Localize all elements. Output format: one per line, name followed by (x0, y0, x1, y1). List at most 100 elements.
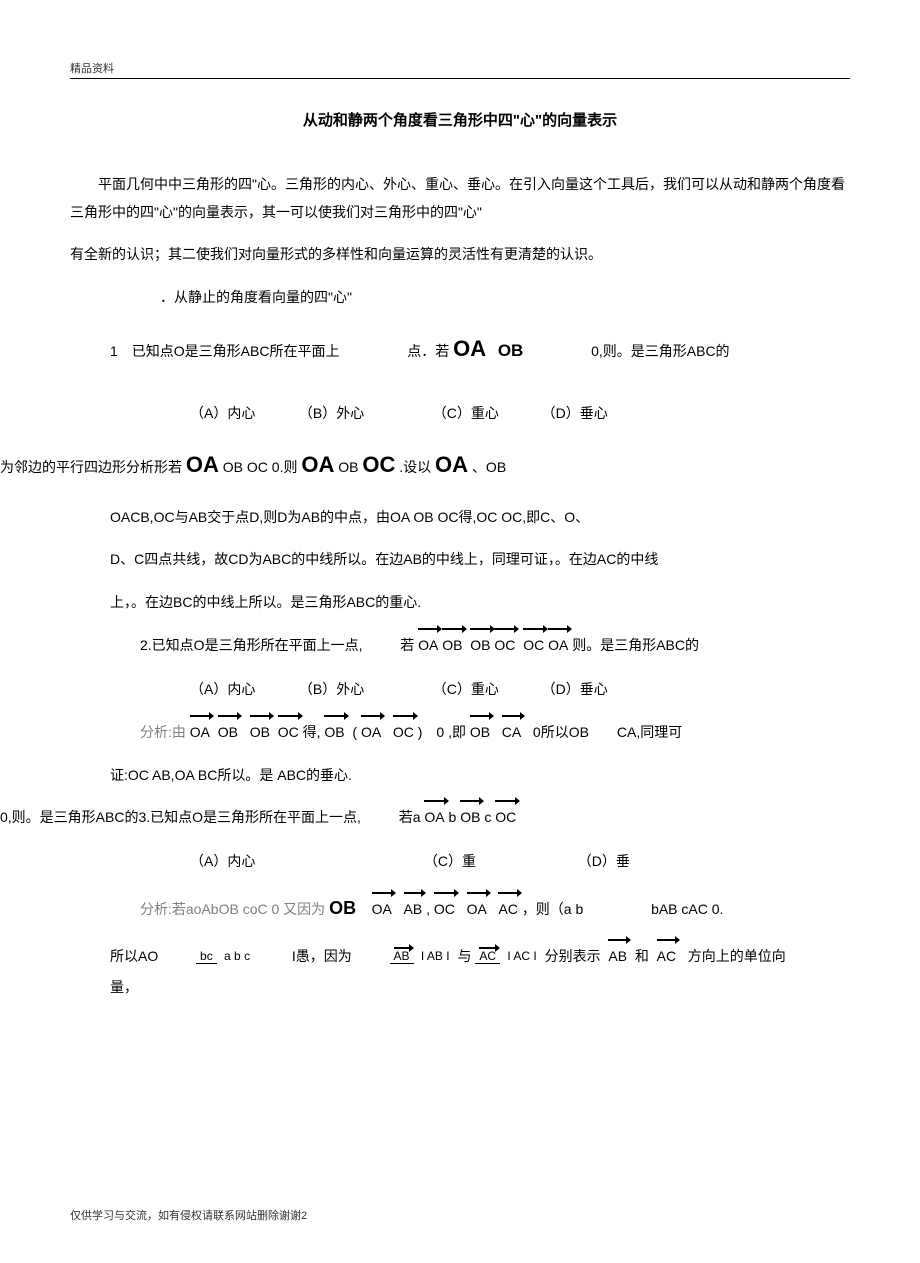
q3-analysis-l2: 所以AO bc a b c I愚，因为 AB I AB I 与 AC I AC … (110, 941, 810, 1003)
q1-opt-c: （C）重心 (433, 403, 538, 423)
q2-ana-v3: OB (250, 717, 270, 748)
q2-ana-mid3: ) 0 ,即 (418, 724, 466, 740)
q3-stem-b2: b (449, 809, 457, 825)
q1-stem-c: 0,则。是三角形ABC的 (591, 343, 729, 359)
q3-opt-d: （D）垂 (578, 851, 678, 871)
document-title: 从动和静两个角度看三角形中四"心"的向量表示 (70, 109, 850, 130)
q2-ana-v2: OB (218, 717, 238, 748)
q1-opt-d: （D）垂心 (542, 403, 647, 423)
q3-l2-e: 和 (635, 948, 649, 964)
q2-ana-label: 分析:由 (140, 724, 186, 740)
q1-ana-oc: OC (362, 452, 395, 477)
q1-analysis-l4: 上，。在边BC的中线上所以。是三角形ABC的重心. (110, 587, 810, 618)
q1-analysis-l3: D、C四点共线，故CD为ABC的中线所以。在边AB的中线上，同理可证，。在边AC… (110, 544, 810, 575)
q3-ana-d: bAB cAC 0. (651, 901, 723, 917)
q1-stem-a: 1 已知点O是三角形ABC所在平面上 (110, 343, 339, 359)
q3-frac2-num: AB (394, 949, 410, 965)
q3-options: （A）内心 （C）重 （D）垂 (190, 851, 850, 871)
q2-vec-oa: OA (418, 630, 438, 661)
q1-analysis-l2: OACB,OC与AB交于点D,则D为AB的中点，由OA OB OC得,OC OC… (110, 502, 810, 533)
q3-stem: 0,则。是三角形ABC的3.已知点O是三角形所在平面上一点, 若a OA b O… (0, 802, 810, 833)
q3-frac-1: bc a b c (196, 949, 254, 965)
q3-l2-vab: AB (608, 941, 627, 972)
q2-analysis-l1: 分析:由 OA OB OB OC 得, OB ( OA OC ) 0 ,即 OB… (140, 717, 810, 748)
q2-opt-d: （D）垂心 (542, 679, 647, 699)
q1-ana-oa2: OA (301, 452, 334, 477)
q3-ana-v-oa: OA (372, 894, 392, 925)
q2-ana-v6: OA (361, 717, 381, 748)
q2-ana-tail: 0所以OB CA,同理可 (533, 724, 682, 740)
q2-opt-a: （A）内心 (190, 679, 295, 699)
q3-vec-ob: OB (460, 802, 480, 833)
q3-l2-b: I愚，因为 (292, 948, 352, 964)
q3-frac-1-den: a b c (220, 949, 254, 963)
q3-vec-oa: OA (424, 802, 444, 833)
footer-note: 仅供学习与交流，如有侵权请联系网站删除谢谢2 (70, 1207, 307, 1223)
q2-vec-ob1: OB (442, 630, 462, 661)
q3-frac-1-num: bc (196, 949, 217, 964)
q2-vec-oa2: OA (548, 630, 568, 661)
q1-ana-l1e: 、OB (472, 459, 506, 475)
q3-stem-b: 若a (399, 809, 421, 825)
q1-stem: 1 已知点O是三角形ABC所在平面上 点．若 OA OB 0,则。是三角形ABC… (110, 325, 810, 373)
q2-vec-oc1: OC (494, 630, 515, 661)
q2-stem: 2.已知点O是三角形所在平面上一点, 若 OA OB OB OC OC OA 则… (140, 630, 810, 661)
q3-opt-c: （C）重 (424, 851, 574, 871)
q1-ana-l1c: OB (338, 459, 358, 475)
q3-frac3-num: AC (479, 949, 496, 965)
q3-frac-3: AC I AC I (475, 949, 540, 965)
q1-options: （A）内心 （B）外心 （C）重心 （D）垂心 (190, 403, 850, 423)
q3-analysis-l1: 分析:若aoAbOB coC 0 又因为 OB OA AB , OC OA AC… (140, 889, 810, 929)
q3-hang: 0,则。是三角形ABC的3.已知点O是三角形所在平面上一点, (0, 809, 361, 825)
q1-vec-oa: OA (453, 336, 486, 361)
intro-paragraph-1: 平面几何中中三角形的四"心。三角形的内心、外心、重心、垂心。在引入向量这个工具后… (70, 170, 850, 226)
q1-stem-b: 点．若 (407, 343, 449, 359)
q3-frac3-den: I AC I (503, 949, 540, 963)
q2-ana-v5: OB (324, 717, 344, 748)
q1-ana-oa3: OA (435, 452, 468, 477)
q3-ana-v-ab: AB (404, 894, 423, 925)
q2-ana-v1: OA (190, 717, 210, 748)
q1-ana-l1d: .设以 (399, 459, 431, 475)
q2-ana-v4: OC (278, 717, 299, 748)
q3-l2-c: 与 (457, 948, 471, 964)
q3-stem-b3: c (484, 809, 491, 825)
q3-l2-a: 所以AO (110, 948, 158, 964)
q2-ana-mid2: ( (352, 724, 361, 740)
header-tag: 精品资料 (70, 60, 850, 79)
q3-frac2-den: I AB I (417, 949, 454, 963)
q1-ana-hang: 为邻边的平行四边形分析形若 (0, 459, 182, 475)
intro-paragraph-2: 有全新的认识；其二使我们对向量形式的多样性和向量运算的灵活性有更清楚的认识。 (70, 240, 850, 268)
q3-ana-v-oc: OC (434, 894, 455, 925)
q1-ana-l1b: OB OC 0.则 (223, 459, 298, 475)
q1-vec-ob: OB (498, 341, 524, 360)
q2-opt-c: （C）重心 (433, 679, 538, 699)
q3-ana-c: ，则（a b (522, 901, 583, 917)
q2-ana-v7: OC (393, 717, 414, 748)
q2-options: （A）内心 （B）外心 （C）重心 （D）垂心 (190, 679, 850, 699)
q3-l2-d: 分别表示 (545, 948, 601, 964)
q1-opt-a: （A）内心 (190, 403, 295, 423)
q3-l2-vac: AC (657, 941, 676, 972)
q2-opt-b: （B）外心 (299, 679, 429, 699)
q2-analysis-l2: 证:OC AB,OA BC所以。是 ABC的垂心. (110, 760, 810, 791)
q2-ana-v9: CA (502, 717, 521, 748)
q2-stem-a: 2.已知点O是三角形所在平面上一点, (140, 637, 362, 653)
q2-vec-oc2: OC (523, 630, 544, 661)
q3-ana-a: 分析:若aoAbOB coC 0 又因为 (140, 901, 325, 917)
q3-frac-2: AB I AB I (390, 949, 454, 965)
q3-vec-oc: OC (495, 802, 516, 833)
q3-opt-a: （A）内心 (190, 851, 420, 871)
q3-ana-b: , (426, 901, 430, 917)
q1-analysis-l1: 为邻边的平行四边形分析形若 OA OB OC 0.则 OA OB OC .设以 … (0, 441, 810, 489)
q1-opt-b: （B）外心 (299, 403, 429, 423)
q2-ana-mid1: 得, (303, 724, 321, 740)
section-subhead: ．从静止的角度看向量的四"心" (160, 282, 810, 313)
q2-stem-b: 若 (400, 637, 414, 653)
q3-ana-v-oa2: OA (467, 894, 487, 925)
q3-ana-big-ob: OB (329, 898, 356, 918)
q2-ana-v8: OB (470, 717, 490, 748)
q3-ana-v-ac: AC (498, 894, 517, 925)
q2-stem-c: 则。是三角形ABC的 (572, 637, 699, 653)
q2-vec-ob2: OB (470, 630, 490, 661)
